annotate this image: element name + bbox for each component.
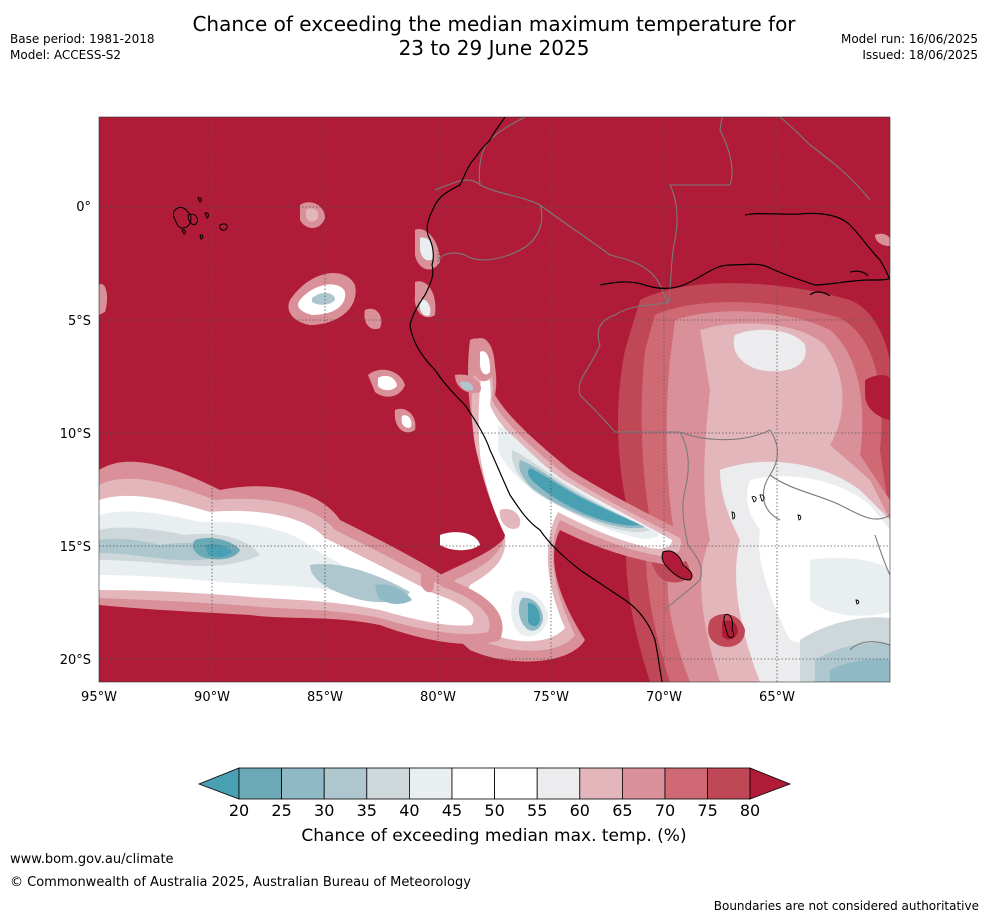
lon-label-75w: 75°W bbox=[533, 690, 569, 705]
map-frame bbox=[98, 116, 891, 683]
lat-label-10s: 10°S bbox=[60, 427, 91, 442]
cb-tick-40: 40 bbox=[399, 801, 419, 820]
meta-right: Model run: 16/06/2025 Issued: 18/06/2025 bbox=[841, 31, 978, 63]
galapagos-islands bbox=[172, 197, 228, 240]
lake-titicaca bbox=[661, 550, 693, 581]
latitude-labels: 0° 5°S 10°S 15°S 20°S bbox=[60, 200, 91, 668]
colorbar-bin-35-40 bbox=[366, 767, 410, 800]
cb-tick-75: 75 bbox=[697, 801, 717, 820]
cb-tick-50: 50 bbox=[484, 801, 504, 820]
colorbar-bin-65-70 bbox=[622, 767, 666, 800]
colorbar-bin-30-35 bbox=[323, 767, 368, 800]
cb-tick-80: 80 bbox=[740, 801, 760, 820]
colorbar-bin-55-60 bbox=[536, 767, 581, 800]
coastlines bbox=[409, 117, 890, 682]
colorbar-bin-75-80 bbox=[707, 767, 751, 800]
colorbar-bin-60-65 bbox=[579, 767, 623, 800]
lon-label-90w: 90°W bbox=[194, 690, 230, 705]
gridlines bbox=[99, 117, 890, 682]
cb-tick-60: 60 bbox=[570, 801, 590, 820]
colorbar-bin-45-50 bbox=[451, 767, 495, 800]
ocean-anomaly-band bbox=[99, 461, 521, 645]
cb-tick-55: 55 bbox=[527, 801, 547, 820]
lat-label-15s: 15°S bbox=[60, 540, 91, 555]
lon-label-65w: 65°W bbox=[759, 690, 795, 705]
cb-tick-30: 30 bbox=[314, 801, 334, 820]
colorbar-bin-20-25 bbox=[238, 767, 282, 800]
chart-title: Chance of exceeding the median maximum t… bbox=[0, 12, 988, 60]
lake-poopo bbox=[723, 613, 735, 639]
colorbar-bin-25-30 bbox=[281, 767, 325, 800]
lon-label-70w: 70°W bbox=[646, 690, 682, 705]
longitude-labels: 95°W 90°W 85°W 80°W 75°W 70°W 65°W bbox=[81, 690, 795, 705]
lon-label-80w: 80°W bbox=[420, 690, 456, 705]
model-text: Model: ACCESS-S2 bbox=[10, 48, 122, 62]
title-line-2: 23 to 29 June 2025 bbox=[398, 36, 590, 60]
title-line-1: Chance of exceeding the median maximum t… bbox=[192, 12, 796, 36]
cb-tick-65: 65 bbox=[612, 801, 632, 820]
cb-tick-20: 20 bbox=[229, 801, 249, 820]
boundary-disclaimer: Boundaries are not considered authoritat… bbox=[713, 899, 979, 913]
lat-label-0: 0° bbox=[76, 200, 91, 215]
cb-tick-70: 70 bbox=[655, 801, 675, 820]
lat-label-5s: 5°S bbox=[68, 314, 91, 329]
colorbar-title: Chance of exceeding median max. temp. (%… bbox=[301, 826, 687, 846]
model-run-text: Model run: 16/06/2025 bbox=[840, 32, 978, 46]
colorbar-bin-50-55 bbox=[494, 767, 538, 800]
colorbar-tick-labels: 20 25 30 35 40 45 50 55 60 65 70 75 80 bbox=[229, 801, 760, 820]
cb-tick-35: 35 bbox=[357, 801, 377, 820]
southeast-anomaly-region bbox=[618, 283, 890, 682]
small-lakes bbox=[731, 494, 860, 605]
colorbar-bin-70-75 bbox=[664, 767, 708, 800]
colorbar bbox=[197, 767, 792, 800]
country-borders bbox=[434, 117, 890, 651]
colorbar-high-extend bbox=[749, 767, 792, 800]
lon-label-95w: 95°W bbox=[81, 690, 117, 705]
lon-label-85w: 85°W bbox=[307, 690, 343, 705]
colorbar-bin-40-45 bbox=[408, 767, 453, 800]
meta-left: Base period: 1981-2018 Model: ACCESS-S2 bbox=[10, 31, 155, 63]
scattered-ocean-blobs bbox=[99, 202, 890, 593]
coastal-anomaly-band bbox=[436, 338, 694, 662]
cb-tick-25: 25 bbox=[271, 801, 291, 820]
cb-tick-45: 45 bbox=[442, 801, 462, 820]
copyright-text: © Commonwealth of Australia 2025, Austra… bbox=[10, 875, 471, 890]
issued-text: Issued: 18/06/2025 bbox=[862, 48, 978, 62]
lat-label-20s: 20°S bbox=[60, 653, 91, 668]
website-link[interactable]: www.bom.gov.au/climate bbox=[10, 852, 174, 867]
base-period-text: Base period: 1981-2018 bbox=[10, 32, 155, 46]
colorbar-low-extend bbox=[197, 767, 240, 800]
map-area bbox=[99, 117, 890, 682]
